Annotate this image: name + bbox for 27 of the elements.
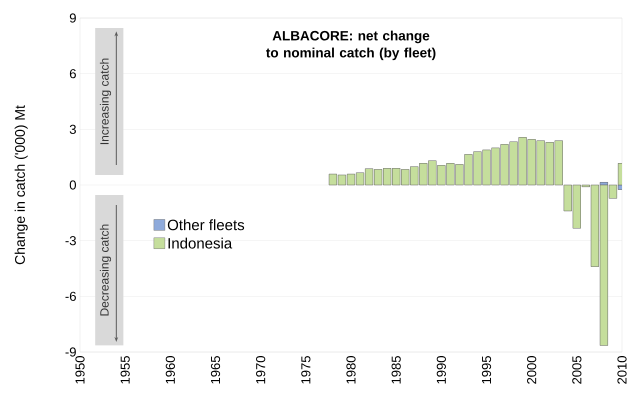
x-tick-label: 2000 <box>527 356 536 384</box>
x-tick-label: 1955 <box>120 356 130 384</box>
annotation: Increasing catch <box>100 58 112 144</box>
legend-label: Indonesia <box>168 238 232 249</box>
x-tick-label: 1960 <box>166 356 175 384</box>
x-tick-label: 2005 <box>572 356 582 384</box>
x-tick-label: 1965 <box>210 356 220 384</box>
y-tick-label: 6 <box>70 69 76 78</box>
x-tick-label: 1950 <box>75 356 85 384</box>
annotation: Decreasing catch <box>100 224 112 316</box>
x-tick-label: 1985 <box>392 356 401 384</box>
x-tick-label: 1970 <box>256 356 266 384</box>
y-tick-label: 3 <box>70 124 76 134</box>
y-tick-label: 0 <box>70 180 76 190</box>
y-tick-label: 9 <box>70 13 76 23</box>
y-tick-label: -6 <box>66 292 76 301</box>
x-tick-label: 1980 <box>346 356 356 384</box>
y-axis-title: Change in catch ('000) Mt <box>14 105 28 264</box>
y-tick-label: -9 <box>66 347 76 357</box>
text: ALBACORE: net change to nominal catch (by fleet) <box>266 30 436 60</box>
y-tick-label: -3 <box>66 236 76 246</box>
x-tick-label: 1990 <box>436 356 446 384</box>
legend-label: Other fleets <box>168 219 244 230</box>
x-tick-label: 1995 <box>482 356 492 384</box>
x-tick-label: 2010 <box>617 356 627 384</box>
bar <box>564 184 572 212</box>
x-tick-label: 1975 <box>301 356 310 384</box>
